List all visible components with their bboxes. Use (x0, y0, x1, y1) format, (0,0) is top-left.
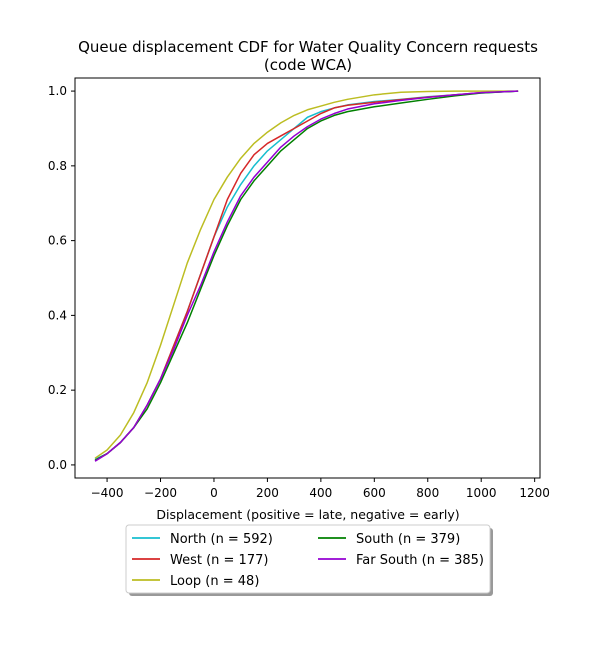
legend-label-4: Far South (n = 385) (356, 553, 484, 568)
series-line-1 (94, 90, 519, 462)
series-line-2 (94, 90, 519, 459)
y-axis-ticks: 0.0 0.2 0.4 0.6 0.8 1.0 (48, 84, 75, 472)
x-tick-label-4: 400 (309, 486, 332, 500)
series-line-0 (94, 90, 519, 460)
x-tick-label-0: −400 (91, 486, 124, 500)
plot-frame (74, 77, 541, 479)
plot-lines (94, 90, 519, 462)
x-tick-label-7: 1000 (466, 486, 497, 500)
x-axis-ticks: −400 −200 0 200 400 600 800 1000 1200 (91, 478, 550, 500)
x-tick-label-5: 600 (363, 486, 386, 500)
y-tick-label-4: 0.8 (48, 159, 67, 173)
legend-label-3: South (n = 379) (356, 532, 460, 547)
x-tick-label-1: −200 (144, 486, 177, 500)
x-axis-label: Displacement (positive = late, negative … (156, 507, 459, 522)
legend-box (125, 524, 491, 594)
y-tick-label-1: 0.2 (48, 383, 67, 397)
y-tick-label-3: 0.6 (48, 234, 67, 248)
chart-title-line2: (code WCA) (264, 56, 352, 74)
legend: North (n = 592) West (n = 177) Loop (n = 4… (125, 524, 493, 596)
x-tick-label-3: 200 (256, 486, 279, 500)
legend-label-1: West (n = 177) (170, 553, 268, 568)
y-tick-label-2: 0.4 (48, 308, 67, 322)
legend-items: North (n = 592) West (n = 177) Loop (n = 4… (132, 532, 484, 589)
series-line-3 (94, 90, 519, 462)
chart-title-line1: Queue displacement CDF for Water Quality… (78, 38, 538, 56)
x-tick-label-8: 1200 (519, 486, 550, 500)
legend-label-0: North (n = 592) (170, 532, 273, 547)
y-tick-label-0: 0.0 (48, 458, 67, 472)
series-line-4 (94, 90, 519, 462)
x-tick-label-2: 0 (210, 486, 218, 500)
y-tick-label-5: 1.0 (48, 84, 67, 98)
x-tick-label-6: 800 (416, 486, 439, 500)
legend-label-2: Loop (n = 48) (170, 574, 259, 589)
